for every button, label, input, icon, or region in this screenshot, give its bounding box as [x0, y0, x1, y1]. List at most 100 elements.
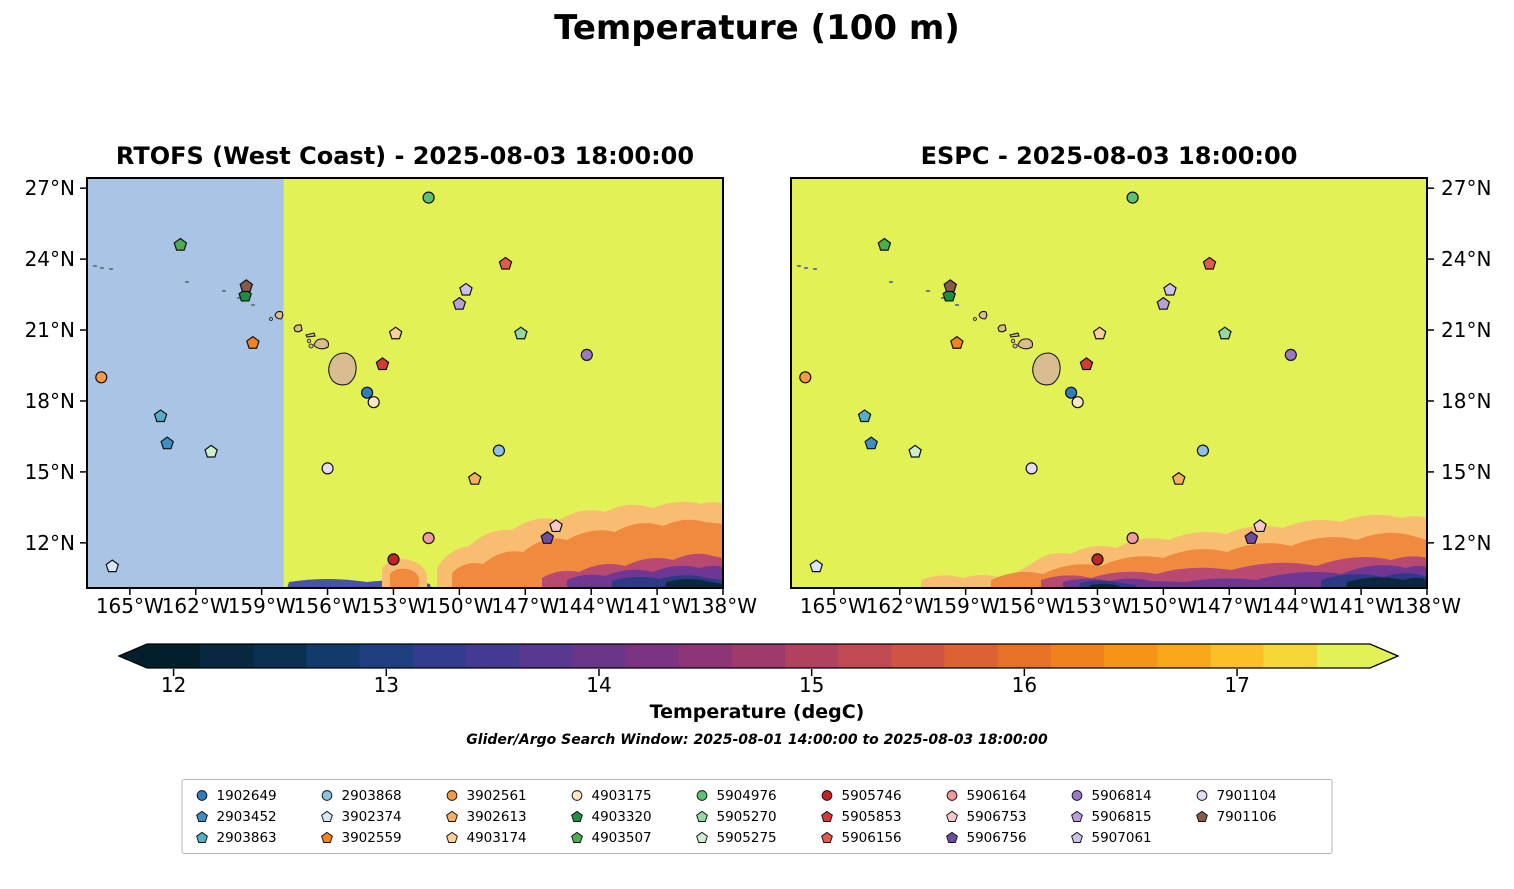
legend-label: 5907061 [1091, 829, 1152, 846]
legend-label: 5906814 [1091, 787, 1152, 804]
circle-marker-icon [946, 790, 958, 801]
float-marker-7901104 [1025, 462, 1038, 475]
legend-label: 5906164 [966, 787, 1027, 804]
rtofs-map-canvas [80, 177, 724, 595]
float-marker-1902649 [1065, 386, 1078, 399]
float-marker-5904976 [1126, 191, 1139, 204]
search-window-caption: Glider/Argo Search Window: 2025-08-01 14… [466, 732, 1048, 748]
float-marker-4903175 [367, 396, 380, 409]
circle-marker-icon [821, 790, 833, 801]
no-data-region [87, 178, 284, 588]
float-marker-2903863 [153, 409, 168, 423]
island [1017, 338, 1034, 350]
float-marker-5906164 [1126, 532, 1139, 545]
lat-tick-label: 15°N [24, 459, 75, 484]
colorbar-bar [117, 643, 1400, 669]
legend-label: 5906156 [841, 829, 902, 846]
lon-tick-label: 153°W [1063, 594, 1132, 618]
float-marker-7901106 [943, 279, 958, 293]
legend-item-2903452: 2903452 [195, 809, 320, 825]
colorbar-tick-label: 12 [160, 673, 187, 697]
cold-water-contour [665, 579, 723, 588]
rtofs-panel-title: RTOFS (West Coast) - 2025-08-03 18:00:00 [115, 142, 695, 170]
lat-tick-label: 24°N [24, 247, 75, 272]
colorbar-label: Temperature (degC) [649, 701, 865, 723]
lon-tick-label: 144°W [1261, 594, 1330, 618]
lat-tick-label: 24°N [1441, 247, 1492, 272]
circle-marker-icon [571, 790, 583, 801]
pentagon-marker-icon [821, 831, 833, 843]
lon-tick-label: 162°W [865, 594, 934, 618]
lon-tick-label: 138°W [689, 594, 757, 618]
float-marker-5905275 [204, 444, 218, 458]
float-marker-4903507 [877, 237, 892, 251]
lon-tick-label: 147°W [1195, 594, 1264, 618]
espc-map-canvas [790, 177, 1434, 595]
legend-item-5906815: 5906815 [1070, 809, 1195, 825]
rtofs-map-panel: 165°W 162°W 159°W 156°W 153°W 150°W 147°W 144°W… [25, 177, 757, 616]
float-marker-1902649 [361, 386, 374, 399]
cold-water-contour [1079, 573, 1427, 588]
float-marker-2903863 [857, 409, 872, 423]
island [308, 343, 314, 349]
islet-speck [99, 266, 105, 270]
legend-label: 5905270 [716, 808, 777, 825]
legend-label: 2903452 [216, 808, 277, 825]
float-marker-3902559 [246, 335, 260, 349]
espc-map-panel: 165°W 162°W 159°W 156°W 153°W 150°W 147°W 144°W… [790, 177, 1491, 616]
legend-label: 4903320 [591, 808, 652, 825]
legend-label: 3902559 [341, 829, 402, 846]
lon-tick-label: 159°W [931, 594, 1000, 618]
legend-item-3902613: 3902613 [445, 809, 570, 825]
lon-tick-label: 141°W [1327, 594, 1396, 618]
float-marker-2903868 [1196, 444, 1209, 457]
islet-speck [221, 289, 227, 293]
legend-label: 4903175 [591, 787, 652, 804]
float-marker-5905746 [1091, 553, 1104, 566]
legend-item-3902559: 3902559 [320, 830, 445, 846]
island [973, 317, 977, 321]
legend-item-5905853: 5905853 [820, 809, 945, 825]
float-marker-5906164 [422, 532, 435, 545]
float-marker-5904976 [422, 191, 435, 204]
lon-tick-label: 156°W [293, 594, 362, 618]
pentagon-marker-icon [321, 810, 333, 822]
colorbar-tick-label: 16 [1011, 673, 1038, 697]
lon-tick-label: 165°W [95, 594, 164, 618]
lon-tick-label: 144°W [557, 594, 626, 618]
float-marker-5906815 [452, 296, 467, 310]
figure-title: Temperature (100 m) [554, 8, 960, 48]
islet-speck [954, 303, 960, 307]
legend-item-5904976: 5904976 [695, 788, 820, 804]
islet-speck [92, 264, 98, 268]
float-marker-7901106 [239, 279, 254, 293]
colorbar [117, 643, 1400, 677]
legend-item-4903175: 4903175 [570, 788, 695, 804]
float-marker-5905853 [1079, 357, 1094, 371]
float-marker-5906753 [549, 519, 563, 533]
islet-speck [803, 266, 809, 270]
lon-tick-label: 156°W [997, 594, 1066, 618]
float-marker-3902374 [105, 559, 120, 573]
pentagon-marker-icon [321, 831, 333, 843]
island [269, 317, 273, 321]
espc-panel-title: ESPC - 2025-08-03 18:00:00 [920, 142, 1298, 170]
colorbar-tick-label: 13 [373, 673, 400, 697]
legend-label: 7901104 [1216, 787, 1277, 804]
legend-label: 5906753 [966, 808, 1027, 825]
float-marker-5906814 [580, 348, 593, 361]
float-marker-5905270 [1218, 326, 1232, 340]
island [306, 338, 312, 344]
float-marker-5907061 [1163, 282, 1177, 296]
float-marker-4903174 [388, 326, 403, 340]
float-marker-3902613 [1171, 471, 1186, 485]
pentagon-marker-icon [571, 810, 583, 822]
pentagon-marker-icon [571, 831, 583, 843]
islet-speck [108, 267, 114, 271]
legend-item-5906814: 5906814 [1070, 788, 1195, 804]
circle-marker-icon [196, 790, 208, 801]
islet-speck [888, 280, 894, 284]
pentagon-marker-icon [696, 810, 708, 822]
legend-item-4903174: 4903174 [445, 830, 570, 846]
legend-label: 4903174 [466, 829, 527, 846]
